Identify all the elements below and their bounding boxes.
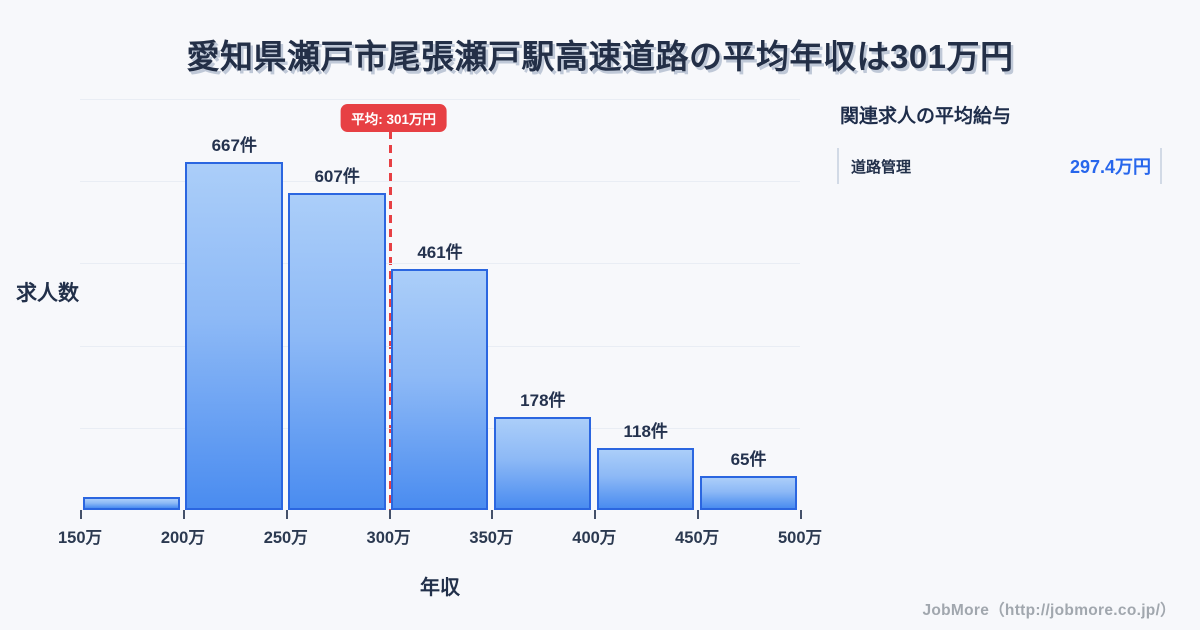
- x-axis-label: 年収: [420, 577, 460, 599]
- page-title: 愛知県瀬戸市尾張瀬戸駅高速道路の平均年収は301万円: [186, 38, 1014, 75]
- histogram-bar: [493, 417, 592, 510]
- histogram-bar: [391, 269, 489, 510]
- x-axis-tick-label: 250万: [263, 529, 308, 547]
- y-axis-label: 求人数: [16, 282, 79, 305]
- related-job-row: 道路管理 297.4万円: [837, 148, 1162, 184]
- footer-credit: JobMore（http://jobmore.co.jp/）: [922, 602, 1176, 619]
- related-jobs-panel: 関連求人の平均給与 道路管理 297.4万円: [837, 101, 1162, 184]
- bar-count-label: 65件: [730, 450, 767, 469]
- x-axis-tick-label: 200万: [160, 529, 205, 547]
- bar-count-label: 178件: [520, 391, 566, 410]
- gridline: [80, 263, 800, 265]
- x-axis-tick: [800, 510, 802, 519]
- x-axis-tick: [182, 510, 185, 519]
- x-axis-tick-label: 350万: [469, 529, 514, 547]
- x-axis-tick-label: 450万: [675, 529, 720, 547]
- bar-count-label: 118件: [623, 422, 668, 441]
- bar-count-label: 607件: [314, 167, 360, 186]
- x-axis-tick: [697, 510, 700, 519]
- average-line: [389, 131, 393, 510]
- gridline: [80, 181, 800, 183]
- average-badge: 平均: 301万円: [340, 104, 448, 132]
- related-job-label: 道路管理: [851, 158, 912, 176]
- histogram-plot-area: 平均: 301万円 667件 607件 461件 178件 118件 65件 150万 200…: [58, 99, 822, 547]
- x-axis-tick-label: 500万: [777, 529, 823, 547]
- histogram-bar: [288, 193, 386, 510]
- x-axis-tick: [388, 510, 391, 519]
- histogram-bar: [699, 476, 797, 510]
- x-axis-tick: [285, 510, 288, 519]
- x-axis-tick: [594, 510, 597, 519]
- x-axis-tick-label: 150万: [57, 529, 103, 547]
- panel-heading: 関連求人の平均給与: [840, 106, 1012, 127]
- x-axis-tick: [491, 510, 494, 519]
- x-axis-tick: [80, 510, 82, 519]
- bar-count-label: 667件: [211, 136, 257, 155]
- related-job-salary: 297.4万円: [1069, 157, 1151, 177]
- bar-count-label: 461件: [417, 243, 463, 262]
- histogram-bar: [185, 162, 283, 510]
- x-axis-tick-label: 300万: [366, 529, 411, 547]
- histogram-bar: [596, 448, 695, 510]
- histogram-bar: [82, 497, 180, 510]
- gridline: [80, 99, 800, 100]
- x-axis-tick-label: 400万: [572, 529, 617, 547]
